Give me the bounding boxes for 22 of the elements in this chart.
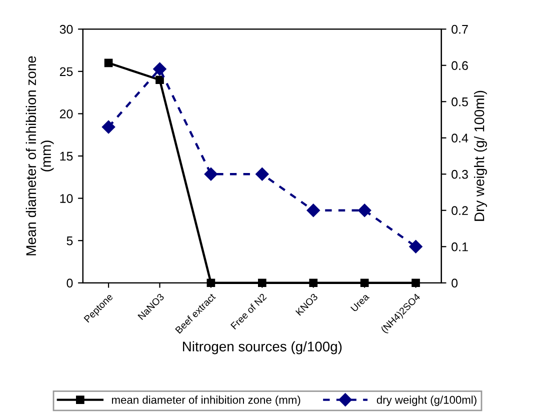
y2-tick-label: 0 [452,278,458,288]
y2-tick-label: 0.3 [452,170,468,179]
y-tick-label: 5 [66,236,73,246]
y-axis-title: Mean diameter of inhibition zone (mm) [26,56,54,256]
x-tick-label: Urea [350,292,370,312]
y-tick-label: 25 [60,67,73,76]
y-tick-label: 0 [66,278,73,288]
x-axis-title: Nitrogen sources (g/100g) [183,341,342,354]
y2-tick-label: 0.4 [452,134,468,143]
y-tick-label: 20 [60,110,73,118]
y2-tick-label: 0.7 [452,24,468,34]
legend-label: mean diameter of inhibition zone (mm) [112,396,300,406]
y2-axis-title: Dry weight (g/ 100ml) [474,90,487,221]
y-tick-label: 10 [60,194,73,203]
x-tick-label: Free of N2 [230,292,267,330]
legend-label: dry weight (g/100ml) [376,396,476,406]
y2-tick-label: 0.6 [452,61,468,70]
y2-tick-label: 0.1 [452,242,468,252]
y-tick-label: 30 [60,24,73,34]
y-tick-label: 15 [60,152,73,161]
y2-tick-label: 0.5 [452,97,468,106]
y2-tick-label: 0.2 [452,206,468,216]
